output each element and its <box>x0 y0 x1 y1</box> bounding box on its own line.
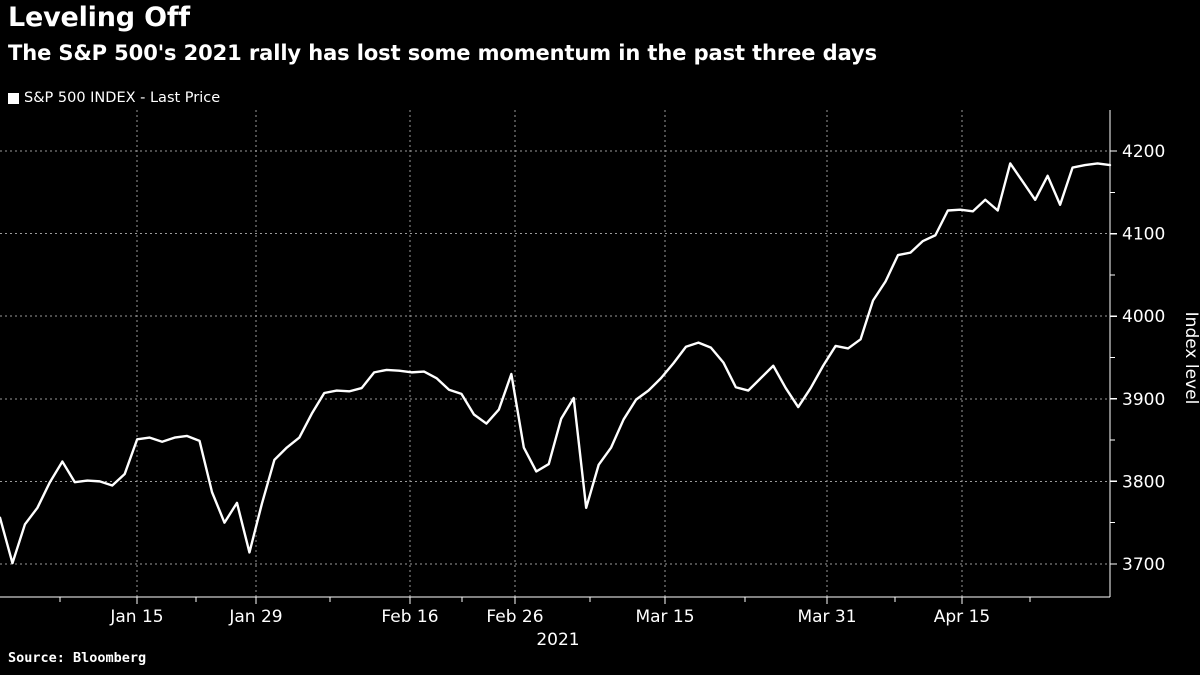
legend-label: S&P 500 INDEX - Last Price <box>24 90 221 106</box>
y-tick-label: 3700 <box>1122 555 1165 575</box>
legend-swatch-icon <box>8 92 19 104</box>
x-axis-title: 2021 <box>536 630 579 650</box>
x-tick-label: Jan 15 <box>109 607 163 627</box>
source-note: Source: Bloomberg <box>8 650 147 666</box>
y-tick-label: 4100 <box>1122 225 1165 245</box>
x-tick-label: Feb 16 <box>381 607 438 627</box>
x-tick-label: Apr 15 <box>934 607 990 627</box>
y-tick-label: 4000 <box>1122 307 1165 327</box>
y-tick-label: 4200 <box>1122 142 1165 162</box>
x-tick-label: Mar 15 <box>635 607 694 627</box>
chart-title: Leveling Off <box>8 2 190 33</box>
y-tick-label: 3800 <box>1122 472 1165 492</box>
x-tick-label: Jan 29 <box>228 607 282 627</box>
x-tick-label: Feb 26 <box>486 607 543 627</box>
y-axis-title: Index level <box>1181 312 1200 405</box>
x-tick-label: Mar 31 <box>797 607 856 627</box>
y-tick-label: 3900 <box>1122 390 1165 410</box>
series-line-sp500 <box>0 162 1112 565</box>
chart-subtitle: The S&P 500's 2021 rally has lost some m… <box>8 41 878 65</box>
chart-legend: S&P 500 INDEX - Last Price <box>8 90 220 106</box>
